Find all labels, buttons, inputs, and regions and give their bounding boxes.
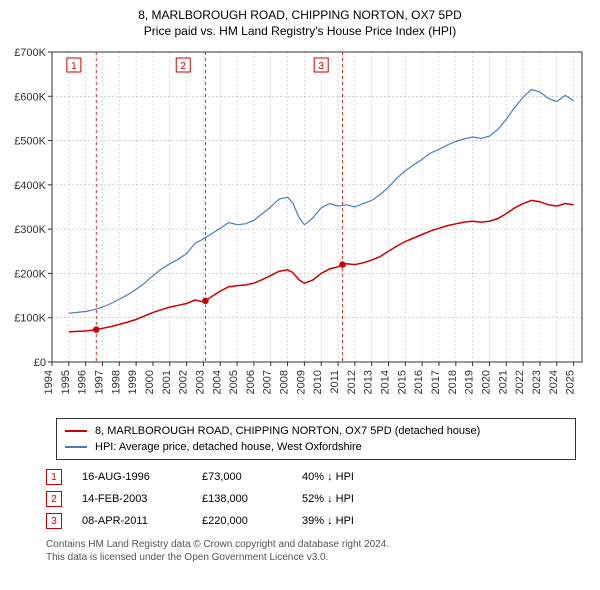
svg-text:2001: 2001: [161, 370, 173, 394]
svg-text:2007: 2007: [262, 370, 274, 394]
sale-price-3: £220,000: [202, 515, 282, 527]
svg-text:2000: 2000: [144, 370, 156, 394]
svg-text:2024: 2024: [548, 370, 560, 394]
svg-text:£600K: £600K: [14, 91, 46, 103]
svg-text:2022: 2022: [514, 370, 526, 394]
sale-diff-1: 40% ↓ HPI: [302, 471, 392, 483]
svg-text:2: 2: [180, 61, 186, 72]
sale-marker-3-index: 3: [51, 516, 57, 527]
svg-text:1: 1: [71, 61, 77, 72]
svg-text:2002: 2002: [178, 370, 190, 394]
legend-label-hpi: HPI: Average price, detached house, West…: [95, 441, 362, 453]
svg-text:£0: £0: [34, 357, 46, 369]
svg-text:2018: 2018: [447, 370, 459, 394]
svg-text:2014: 2014: [380, 370, 392, 394]
svg-text:2015: 2015: [396, 370, 408, 394]
svg-text:2005: 2005: [228, 370, 240, 394]
legend-row-property: 8, MARLBOROUGH ROAD, CHIPPING NORTON, OX…: [65, 423, 567, 439]
svg-text:£500K: £500K: [14, 136, 46, 148]
svg-text:2017: 2017: [430, 370, 442, 394]
sale-marker-2: 2: [46, 491, 62, 507]
sale-date-3: 08-APR-2011: [82, 515, 182, 527]
svg-text:2020: 2020: [480, 370, 492, 394]
svg-text:£100K: £100K: [14, 313, 46, 325]
svg-text:1994: 1994: [43, 370, 55, 394]
svg-text:2004: 2004: [211, 370, 223, 394]
sale-marker-3: 3: [46, 513, 62, 529]
legend-swatch-hpi: [65, 446, 87, 448]
svg-text:1996: 1996: [77, 370, 89, 394]
sale-marker-2-index: 2: [51, 494, 57, 505]
svg-text:2006: 2006: [245, 370, 257, 394]
svg-text:2011: 2011: [329, 370, 341, 394]
sale-marker-1: 1: [46, 469, 62, 485]
chart-title: 8, MARLBOROUGH ROAD, CHIPPING NORTON, OX…: [4, 8, 596, 22]
sale-row-1: 1 16-AUG-1996 £73,000 40% ↓ HPI: [46, 466, 576, 488]
legend-box: 8, MARLBOROUGH ROAD, CHIPPING NORTON, OX…: [56, 418, 576, 460]
svg-text:1997: 1997: [93, 370, 105, 394]
chart-container: 8, MARLBOROUGH ROAD, CHIPPING NORTON, OX…: [0, 0, 600, 572]
sale-diff-3: 39% ↓ HPI: [302, 515, 392, 527]
svg-text:£300K: £300K: [14, 224, 46, 236]
svg-text:2009: 2009: [295, 370, 307, 394]
svg-text:2019: 2019: [464, 370, 476, 394]
sale-price-2: £138,000: [202, 493, 282, 505]
sale-date-2: 14-FEB-2003: [82, 493, 182, 505]
svg-text:£400K: £400K: [14, 180, 46, 192]
svg-text:2013: 2013: [363, 370, 375, 394]
footer-line-1: Contains HM Land Registry data © Crown c…: [46, 538, 576, 551]
svg-text:1998: 1998: [110, 370, 122, 394]
footer: Contains HM Land Registry data © Crown c…: [46, 538, 576, 564]
chart-area: £0 £100K £200K £300K £400K £500K £600K £700K 199…: [4, 42, 596, 412]
svg-text:£700K: £700K: [14, 47, 46, 59]
svg-text:2025: 2025: [565, 370, 577, 394]
svg-text:2003: 2003: [194, 370, 206, 394]
chart-subtitle: Price paid vs. HM Land Registry's House …: [4, 24, 596, 38]
svg-text:2010: 2010: [312, 370, 324, 394]
sale-date-1: 16-AUG-1996: [82, 471, 182, 483]
legend-label-property: 8, MARLBOROUGH ROAD, CHIPPING NORTON, OX…: [95, 425, 480, 437]
svg-text:2008: 2008: [279, 370, 291, 394]
sale-diff-2: 52% ↓ HPI: [302, 493, 392, 505]
footer-line-2: This data is licensed under the Open Gov…: [46, 551, 576, 564]
svg-text:2016: 2016: [413, 370, 425, 394]
sale-row-2: 2 14-FEB-2003 £138,000 52% ↓ HPI: [46, 488, 576, 510]
title-block: 8, MARLBOROUGH ROAD, CHIPPING NORTON, OX…: [4, 8, 596, 38]
sale-rows: 1 16-AUG-1996 £73,000 40% ↓ HPI 2 14-FEB…: [46, 466, 576, 532]
svg-text:1999: 1999: [127, 370, 139, 394]
svg-text:2021: 2021: [497, 370, 509, 394]
sale-row-3: 3 08-APR-2011 £220,000 39% ↓ HPI: [46, 510, 576, 532]
svg-text:2012: 2012: [346, 370, 358, 394]
svg-text:£200K: £200K: [14, 268, 46, 280]
svg-text:1995: 1995: [60, 370, 72, 394]
sale-price-1: £73,000: [202, 471, 282, 483]
legend-row-hpi: HPI: Average price, detached house, West…: [65, 439, 567, 455]
svg-text:2023: 2023: [531, 370, 543, 394]
svg-text:3: 3: [318, 61, 324, 72]
chart-svg: £0 £100K £200K £300K £400K £500K £600K £700K 199…: [4, 42, 596, 412]
legend-swatch-property: [65, 430, 87, 432]
sale-marker-1-index: 1: [51, 472, 57, 483]
